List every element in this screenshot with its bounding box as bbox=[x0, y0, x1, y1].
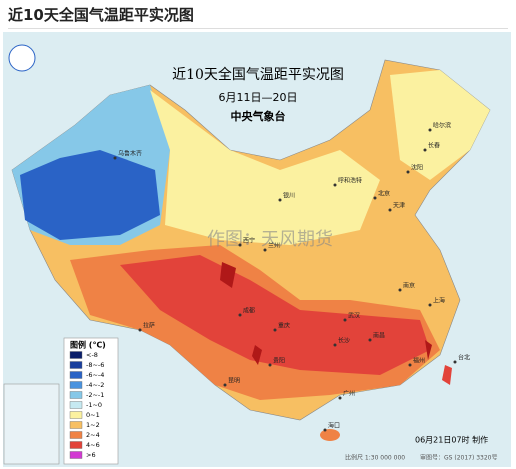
city-label: 成都 bbox=[243, 307, 255, 315]
mild-northeast bbox=[390, 70, 490, 180]
legend-label: >6 bbox=[86, 451, 96, 459]
city-dot bbox=[428, 303, 432, 307]
city-label: 拉萨 bbox=[143, 322, 155, 330]
city-label: 重庆 bbox=[278, 322, 290, 330]
city-dot bbox=[453, 360, 457, 364]
city-label: 银川 bbox=[283, 192, 295, 200]
city-dot bbox=[263, 248, 267, 252]
city-dot bbox=[223, 383, 227, 387]
legend-swatch bbox=[69, 391, 83, 399]
legend-label: 1~2 bbox=[86, 421, 100, 429]
city-dot bbox=[406, 170, 410, 174]
legend-label: -1~0 bbox=[86, 401, 102, 409]
city-label: 沈阳 bbox=[411, 164, 423, 172]
city-dot bbox=[273, 328, 277, 332]
city-label: 乌鲁木齐 bbox=[118, 150, 142, 158]
mild-north bbox=[150, 90, 380, 245]
city-label: 上海 bbox=[433, 297, 445, 305]
legend-label: -8~-6 bbox=[86, 361, 104, 369]
legend-swatch bbox=[69, 421, 83, 429]
city-label: 哈尔滨 bbox=[433, 122, 451, 130]
city-dot bbox=[238, 243, 242, 247]
legend-swatch bbox=[69, 371, 83, 379]
taiwan bbox=[442, 365, 452, 385]
city-dot bbox=[373, 196, 377, 200]
legend-swatch bbox=[69, 441, 83, 449]
city-label: 天津 bbox=[393, 203, 405, 210]
city-dot bbox=[428, 128, 432, 132]
city-label: 长沙 bbox=[338, 337, 350, 345]
city-dot bbox=[408, 363, 412, 367]
page-title: 近10天全国气温距平实况图 bbox=[8, 4, 508, 29]
city-dot bbox=[388, 208, 392, 212]
footer-scale: 比例尺 1:30 000 000 bbox=[345, 454, 405, 462]
map-period: 6月11日—20日 bbox=[219, 91, 298, 104]
city-dot bbox=[343, 318, 347, 322]
footer-approval: 审图号：GS (2017) 3320号 bbox=[420, 454, 498, 462]
city-label: 北京 bbox=[378, 190, 390, 198]
city-label: 长春 bbox=[428, 142, 440, 150]
legend-label: 0~1 bbox=[86, 411, 100, 419]
legend-swatch bbox=[69, 451, 83, 459]
hainan bbox=[320, 429, 340, 441]
city-dot bbox=[278, 198, 282, 202]
legend-swatch bbox=[69, 431, 83, 439]
city-dot bbox=[398, 288, 402, 292]
city-label: 南昌 bbox=[373, 332, 385, 340]
legend-swatch bbox=[69, 351, 83, 359]
city-dot bbox=[338, 396, 342, 400]
city-label: 兰州 bbox=[268, 242, 280, 250]
south-sea-inset bbox=[3, 383, 60, 465]
city-label: 贵阳 bbox=[273, 357, 285, 365]
city-dot bbox=[323, 428, 327, 432]
legend-label: -4~-2 bbox=[86, 381, 104, 389]
city-dot bbox=[238, 313, 242, 317]
city-dot bbox=[333, 343, 337, 347]
legend-label: -6~-4 bbox=[86, 371, 104, 379]
hot-center bbox=[120, 255, 430, 375]
legend-swatch bbox=[69, 381, 83, 389]
city-dot bbox=[368, 338, 372, 342]
cold-xinjiang bbox=[20, 150, 160, 240]
legend-swatch bbox=[69, 411, 83, 419]
city-label: 南京 bbox=[403, 282, 415, 290]
city-label: 呼和浩特 bbox=[338, 177, 362, 185]
legend-label: 2~4 bbox=[86, 431, 100, 439]
legend-swatch bbox=[69, 361, 83, 369]
legend-label: <-8 bbox=[86, 351, 98, 359]
map-issuer: 中央气象台 bbox=[231, 109, 286, 123]
legend-label: 4~6 bbox=[86, 441, 100, 449]
footer-made: 06月21日07时 制作 bbox=[415, 435, 488, 445]
city-label: 福州 bbox=[413, 357, 425, 365]
city-dot bbox=[333, 183, 337, 187]
city-dot bbox=[113, 156, 117, 160]
city-dot bbox=[423, 148, 427, 152]
city-dot bbox=[138, 328, 142, 332]
watermark: 作图：天风期货 bbox=[207, 229, 333, 250]
city-label: 广州 bbox=[343, 390, 355, 398]
map-title: 近10天全国气温距平实况图 bbox=[172, 66, 344, 83]
city-label: 海口 bbox=[328, 422, 340, 430]
legend-label: -2~-1 bbox=[86, 391, 104, 399]
legend-title: 图例 (℃) bbox=[70, 340, 106, 350]
city-label: 昆明 bbox=[228, 378, 240, 385]
city-label: 台北 bbox=[458, 354, 470, 362]
city-dot bbox=[268, 363, 272, 367]
city-label: 西宁 bbox=[243, 237, 255, 245]
logo bbox=[8, 44, 36, 72]
city-label: 武汉 bbox=[348, 312, 360, 320]
legend-swatch bbox=[69, 401, 83, 409]
